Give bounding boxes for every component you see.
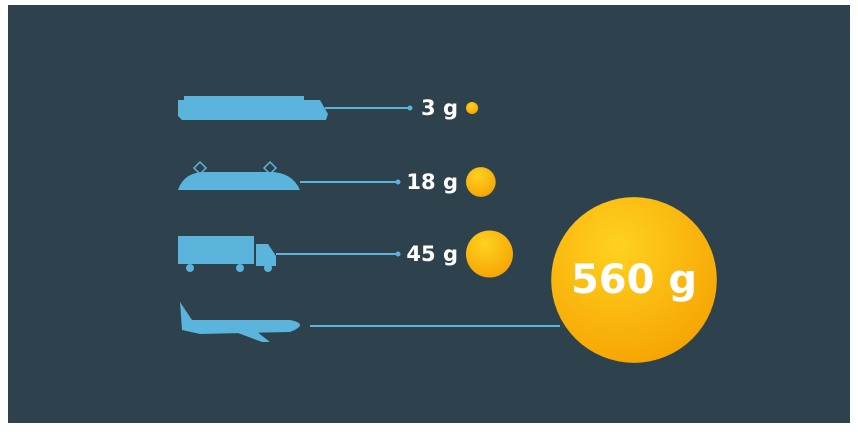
- value-label: 3 g: [421, 96, 458, 120]
- background: [8, 5, 850, 423]
- train-icon: [178, 160, 300, 190]
- bubble: [466, 167, 496, 197]
- ship-icon: [178, 96, 328, 120]
- value-label: 18 g: [406, 170, 458, 194]
- plane-icon: [180, 302, 300, 342]
- truck-icon: [178, 236, 276, 272]
- connector-dot: [407, 105, 413, 111]
- bubble: [466, 101, 479, 115]
- connector-dot: [395, 179, 401, 185]
- value-label: 560 g: [571, 257, 697, 303]
- bubble: [551, 197, 717, 363]
- bubble: [466, 230, 513, 278]
- connector-dot: [395, 251, 401, 257]
- value-label: 45 g: [406, 242, 458, 266]
